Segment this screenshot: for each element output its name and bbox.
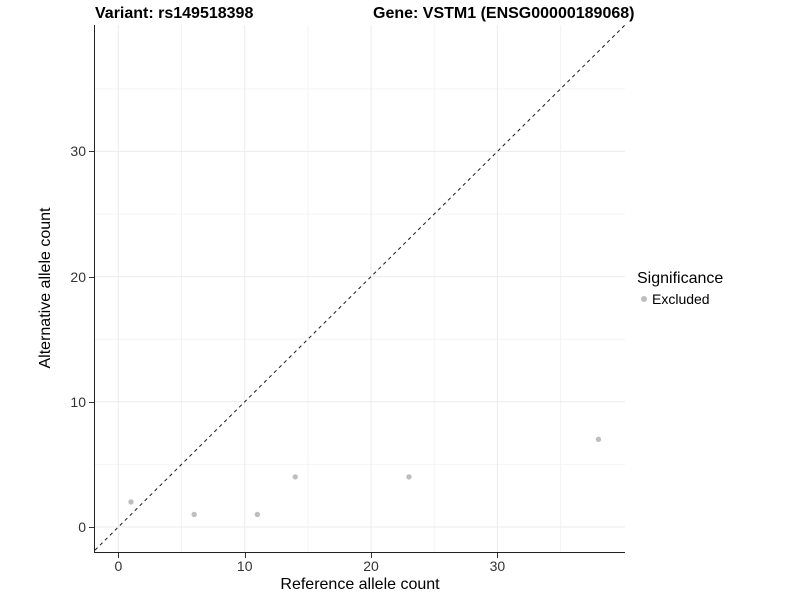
x-axis-title: Reference allele count [280,576,440,593]
x-tick-label: 30 [489,558,506,574]
legend: Significance Excluded [637,270,723,307]
x-tick-label: 0 [114,558,123,574]
y-axis-title: Alternative allele count [37,207,54,369]
y-tick-label: 20 [70,268,86,285]
x-axis-line [94,552,625,553]
data-point [406,474,412,480]
x-tick-mark [497,553,499,558]
legend-item-label: Excluded [652,291,710,307]
data-point [292,474,298,480]
data-point [128,499,134,505]
y-tick-mark [89,276,94,278]
y-tick-label: 30 [70,143,86,160]
plot-panel [94,24,626,552]
x-tick-label: 10 [236,558,253,574]
variant-title: Variant: rs149518398 [95,5,254,22]
x-tick-mark [371,553,373,558]
data-point [254,511,261,518]
y-tick-mark [89,526,94,528]
identity-line [94,24,626,551]
legend-title: Significance [637,270,724,287]
legend-point-icon [641,296,647,302]
y-tick-mark [89,401,94,403]
y-tick-label: 0 [78,518,86,535]
x-tick-mark [118,553,120,558]
data-point [595,436,602,443]
x-tick-label: 20 [363,558,379,574]
y-tick-mark [89,151,94,153]
legend-item: Excluded [637,291,723,307]
y-axis-line [94,25,95,553]
gene-title: Gene: VSTM1 (ENSG00000189068) [373,5,635,22]
plot-svg [94,24,626,552]
x-tick-mark [244,553,246,558]
data-point [191,511,197,518]
y-tick-label: 10 [70,393,86,410]
